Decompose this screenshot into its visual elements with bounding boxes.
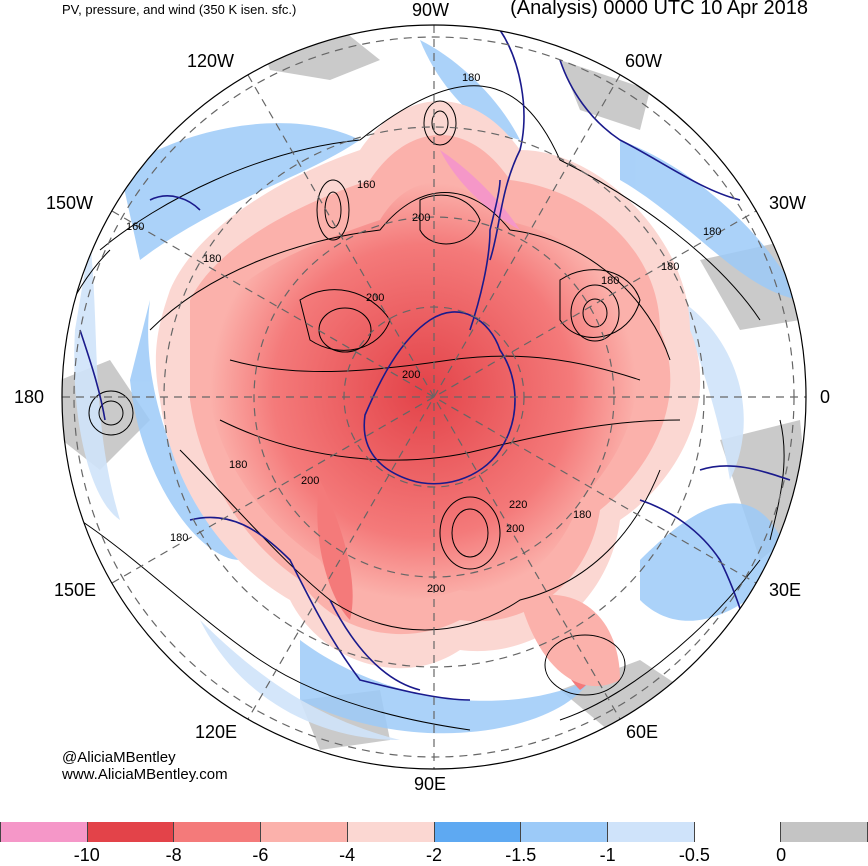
map-boundary: [61, 24, 807, 770]
lon-label-30e: 30E: [769, 580, 802, 600]
lon-label-30w: 30W: [769, 193, 807, 213]
contour-label: 180: [601, 275, 619, 287]
colorbar-tick-label: -10: [73, 845, 100, 865]
lon-label-150w: 150W: [46, 193, 94, 213]
contour-label: 180: [462, 72, 480, 84]
colorbar-swatch: [0, 822, 88, 842]
contour-label: 200: [427, 583, 445, 595]
lon-label-150e: 150E: [54, 580, 97, 600]
colorbar-tick-label: -1.5: [505, 845, 537, 865]
colorbar-tick-label: -1: [599, 845, 616, 865]
contour-labels: 180 160 200 160 180 180 180 180 200 200 …: [126, 72, 721, 595]
pressure-contours: [62, 85, 785, 731]
lon-label-60e: 60E: [626, 722, 659, 742]
contour-label: 180: [170, 532, 188, 544]
lon-label-180: 180: [14, 387, 45, 407]
colorbar: [0, 822, 868, 842]
contour-label: 220: [509, 499, 527, 511]
colorbar-tick-label: -2: [425, 845, 443, 865]
colorbar-swatch: [261, 822, 348, 842]
colorbar-tick-label: -6: [252, 845, 269, 865]
contour-label: 200: [402, 369, 420, 381]
lon-label-60w: 60W: [625, 51, 663, 71]
contour-label: 160: [357, 179, 375, 191]
lon-label-120e: 120E: [195, 722, 238, 742]
contour-label: 180: [573, 509, 591, 521]
colorbar-tick-label: 0: [776, 845, 787, 865]
colorbar-swatch: [607, 822, 695, 842]
light-blue-band: [74, 240, 744, 740]
colorbar-swatch: [521, 822, 608, 842]
lat-lon-grid: [62, 25, 806, 769]
colorbar-swatch: [434, 822, 522, 842]
contour-label: 200: [506, 523, 524, 535]
colorbar-swatch: [347, 822, 435, 842]
colorbar-tick-label: -8: [165, 845, 182, 865]
polar-map: 180 160 200 160 180 180 180 180 200 200 …: [61, 24, 807, 770]
colorbar-swatch: [87, 822, 175, 842]
colorbar-swatch: [781, 822, 868, 842]
colorbar-swatch: [174, 822, 262, 842]
contour-label: 200: [366, 292, 384, 304]
colorbar-swatch: [694, 822, 782, 842]
contour-label: 180: [703, 226, 721, 238]
contour-label: 160: [126, 221, 144, 233]
colorbar-tick-label: -4: [339, 845, 356, 865]
contour-label: 200: [412, 212, 430, 224]
map-subtitle: PV, pressure, and wind (350 K isen. sfc.…: [62, 2, 297, 17]
lon-label-90w: 90W: [412, 0, 450, 20]
contour-label: 200: [301, 475, 319, 487]
lon-label-120w: 120W: [187, 51, 235, 71]
credit-handle: @AliciaMBentley: [62, 749, 176, 766]
colorbar-tick-label: -0.5: [678, 845, 710, 865]
blue-band: [120, 40, 800, 734]
credit-site: www.AliciaMBentley.com: [62, 766, 228, 783]
lon-label-90e: 90E: [414, 774, 447, 794]
pv-core-region: [210, 182, 637, 600]
contour-label: 180: [203, 253, 221, 265]
lon-label-0: 0: [820, 387, 831, 407]
map-title: (Analysis) 0000 UTC 10 Apr 2018: [510, 0, 808, 19]
contour-label: 180: [661, 261, 679, 273]
contour-label: 180: [229, 459, 247, 471]
